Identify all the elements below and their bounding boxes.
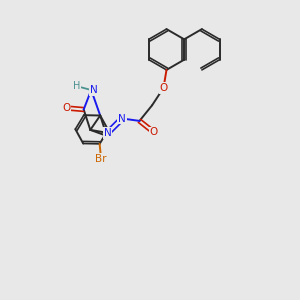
Text: O: O [150,127,158,137]
Text: N: N [118,113,126,124]
Text: O: O [62,103,70,113]
Text: O: O [159,83,168,93]
Text: N: N [104,128,112,138]
Text: N: N [90,85,98,95]
Text: Br: Br [95,154,107,164]
Text: H: H [73,81,80,92]
